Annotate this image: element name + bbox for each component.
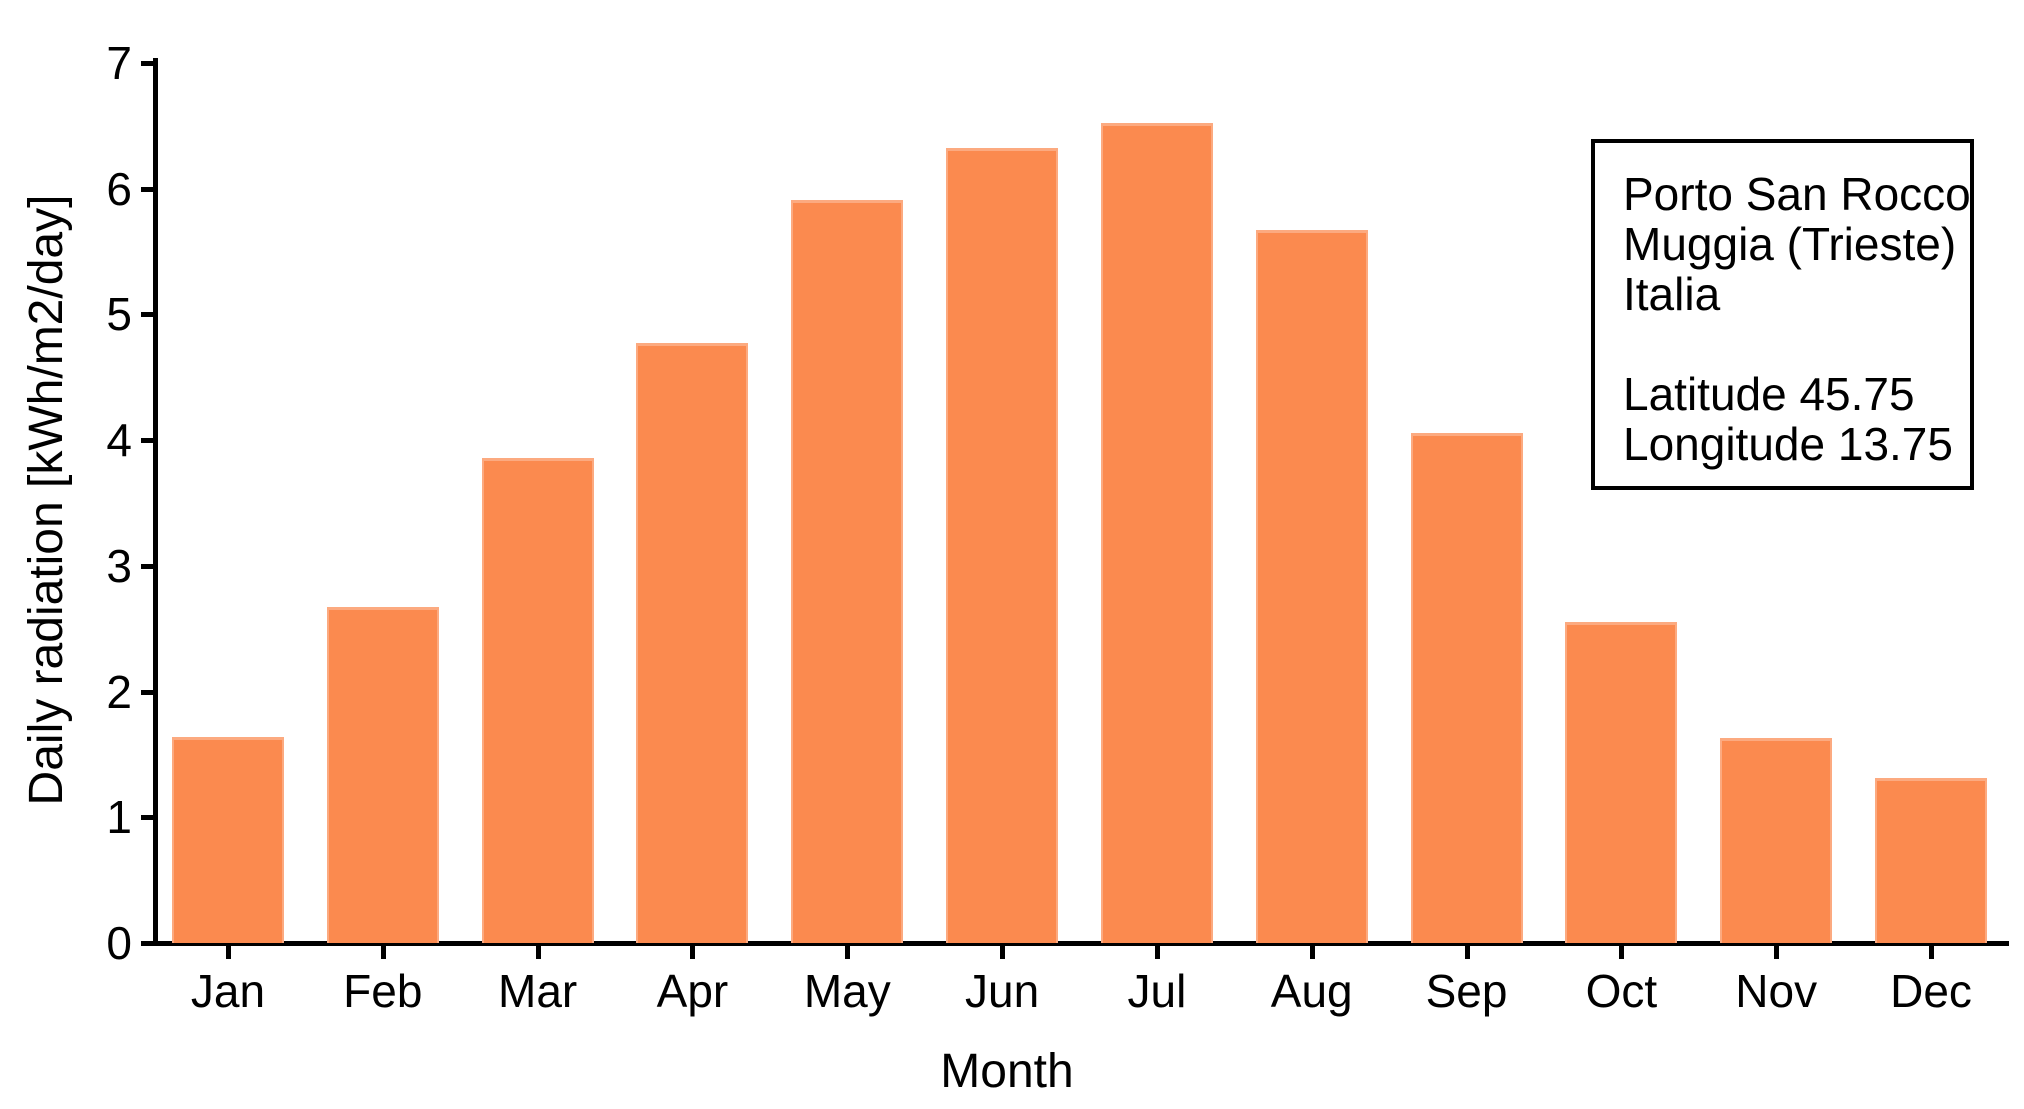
- x-tick-label-may: May: [803, 965, 891, 1017]
- x-tick-label-jun: Jun: [965, 965, 1040, 1017]
- annotation-line-2: Muggia (Trieste): [1623, 218, 1957, 270]
- y-tick-label-0: 0: [106, 917, 132, 969]
- x-tick-label-oct: Oct: [1585, 965, 1658, 1017]
- y-tick-label-7: 7: [106, 37, 132, 89]
- x-axis-title: Month: [940, 1045, 1074, 1098]
- x-axis-line: [153, 941, 2009, 946]
- x-tick-label-jul: Jul: [1127, 965, 1187, 1017]
- bar-mar: [481, 457, 594, 943]
- y-tick-label-3: 3: [106, 539, 132, 592]
- x-tick-label-feb: Feb: [343, 965, 423, 1017]
- x-tick-may: [845, 946, 851, 959]
- x-tick-jan: [226, 946, 231, 959]
- y-tick-7: [141, 61, 154, 66]
- x-tick-label-sep: Sep: [1425, 965, 1508, 1017]
- x-tick-label-nov: Nov: [1735, 965, 1818, 1017]
- x-tick-jul: [1154, 946, 1160, 959]
- y-tick-label-5: 5: [106, 288, 132, 341]
- y-tick-0: [141, 941, 154, 946]
- annotation-line-5: Latitude 45.75: [1623, 368, 1915, 420]
- y-tick-3: [141, 563, 154, 569]
- bar-jul: [1100, 123, 1213, 943]
- x-tick-sep: [1464, 946, 1470, 959]
- x-tick-feb: [380, 946, 386, 959]
- x-tick-label-jan: Jan: [190, 965, 266, 1017]
- y-tick-label-4: 4: [106, 414, 132, 467]
- x-tick-label-mar: Mar: [498, 965, 578, 1017]
- y-tick-label-2: 2: [106, 665, 132, 718]
- y-tick-5: [141, 312, 154, 318]
- bar-jan: [172, 736, 284, 943]
- bar-jun: [946, 148, 1059, 943]
- annotation-line-3: Italia: [1623, 268, 1721, 320]
- bar-nov: [1720, 738, 1833, 943]
- x-tick-mar: [535, 946, 541, 959]
- y-tick-4: [141, 438, 154, 444]
- x-tick-aug: [1309, 946, 1315, 959]
- x-tick-label-aug: Aug: [1270, 965, 1353, 1017]
- x-tick-jun: [1000, 946, 1006, 959]
- y-tick-2: [141, 689, 154, 695]
- bar-apr: [636, 343, 749, 943]
- y-axis-title: Daily radiation [kWh/m2/day]: [20, 194, 73, 806]
- annotation-blank-line: [1623, 319, 1962, 369]
- bar-sep: [1410, 432, 1523, 943]
- x-tick-apr: [690, 946, 696, 959]
- bar-may: [791, 200, 904, 943]
- annotation-line-1: Porto San Rocco: [1623, 168, 1971, 220]
- bar-oct: [1565, 622, 1678, 943]
- bar-dec: [1875, 778, 1988, 943]
- location-annotation-box: Porto San Rocco Muggia (Trieste) Italia Lat…: [1591, 139, 1974, 490]
- bar-feb: [326, 607, 439, 943]
- y-tick-1: [141, 815, 154, 821]
- x-tick-label-apr: Apr: [656, 965, 729, 1017]
- x-tick-nov: [1774, 946, 1780, 959]
- x-tick-dec: [1929, 946, 1935, 959]
- y-tick-label-6: 6: [106, 162, 132, 215]
- y-tick-6: [141, 186, 154, 192]
- x-tick-oct: [1619, 946, 1625, 959]
- y-axis-line: [153, 58, 158, 945]
- y-tick-label-1: 1: [106, 791, 132, 844]
- x-tick-label-dec: Dec: [1890, 965, 1972, 1017]
- annotation-line-6: Longitude 13.75: [1623, 418, 1953, 470]
- bar-aug: [1255, 230, 1368, 943]
